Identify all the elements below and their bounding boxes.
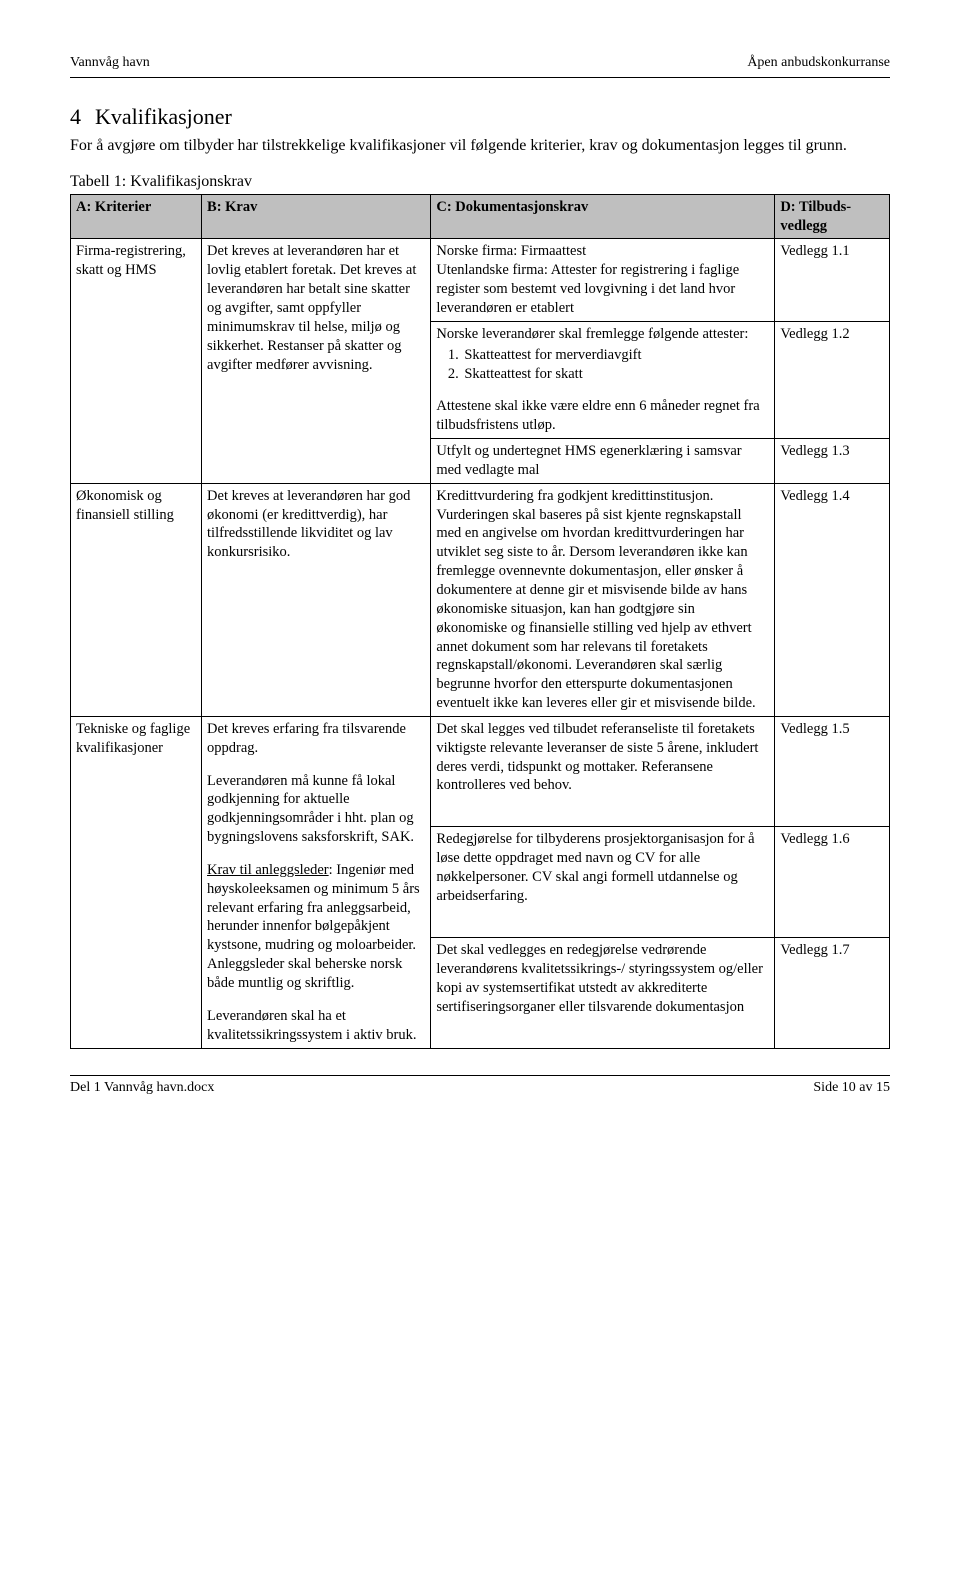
cell-d3-3: Vedlegg 1.7 xyxy=(775,937,890,1048)
b3-p1: Det kreves erfaring fra tilsvarende oppd… xyxy=(207,720,425,758)
b3-p2: Leverandøren må kunne få lokal godkjenni… xyxy=(207,772,425,847)
page-header: Vannvåg havn Åpen anbudskonkurranse xyxy=(70,55,890,71)
attest-item-2: Skatteattest for skatt xyxy=(462,365,769,384)
header-right: Åpen anbudskonkurranse xyxy=(747,55,890,71)
cell-d1-2: Vedlegg 1.2 xyxy=(775,321,890,438)
cell-d1-1: Vedlegg 1.1 xyxy=(775,239,890,321)
table-row: Økonomisk og finansiell stilling Det kre… xyxy=(71,483,890,716)
c1-2-intro: Norske leverandører skal fremlegge følge… xyxy=(436,326,748,342)
section-title: Kvalifikasjoner xyxy=(95,104,232,129)
attest-list: Skatteattest for merverdiavgift Skatteat… xyxy=(436,346,769,384)
cell-c1-2: Norske leverandører skal fremlegge følge… xyxy=(431,321,775,438)
cell-c3-2: Redegjørelse for tilbyderens prosjektorg… xyxy=(431,827,775,938)
cell-c1-3: Utfylt og undertegnet HMS egenerklæring … xyxy=(431,439,775,484)
cell-d3-2: Vedlegg 1.6 xyxy=(775,827,890,938)
intro-paragraph: For å avgjøre om tilbyder har tilstrekke… xyxy=(70,136,890,157)
section-number: 4 xyxy=(70,104,81,129)
col-header-b: B: Krav xyxy=(202,194,431,239)
cell-d3-1: Vedlegg 1.5 xyxy=(775,716,890,827)
cell-c3-3: Det skal vedlegges en redegjørelse vedrø… xyxy=(431,937,775,1048)
attest-item-1: Skatteattest for merverdiavgift xyxy=(462,346,769,365)
footer-right: Side 10 av 15 xyxy=(813,1080,890,1096)
cell-a1: Firma-registrering, skatt og HMS xyxy=(71,239,202,483)
document-page: Vannvåg havn Åpen anbudskonkurranse 4 Kva… xyxy=(0,0,960,1136)
col-header-a: A: Kriterier xyxy=(71,194,202,239)
footer-rule xyxy=(70,1075,890,1076)
page-footer: Del 1 Vannvåg havn.docx Side 10 av 15 xyxy=(70,1080,890,1096)
cell-b2: Det kreves at leverandøren har god økono… xyxy=(202,483,431,716)
c1-2-post: Attestene skal ikke være eldre enn 6 mån… xyxy=(436,397,769,435)
cell-a2: Økonomisk og finansiell stilling xyxy=(71,483,202,716)
table-row: Firma-registrering, skatt og HMS Det kre… xyxy=(71,239,890,321)
cell-b3: Det kreves erfaring fra tilsvarende oppd… xyxy=(202,716,431,1048)
b3-p3-rest: : Ingeniør med høyskoleeksamen og minimu… xyxy=(207,862,420,991)
section-heading: 4 Kvalifikasjoner xyxy=(70,104,890,130)
cell-d1-3: Vedlegg 1.3 xyxy=(775,439,890,484)
footer-left: Del 1 Vannvåg havn.docx xyxy=(70,1080,214,1096)
b3-p3-label: Krav til anleggsleder xyxy=(207,862,329,878)
cell-d2: Vedlegg 1.4 xyxy=(775,483,890,716)
header-rule xyxy=(70,77,890,78)
cell-a3: Tekniske og faglige kvalifikasjoner xyxy=(71,716,202,1048)
cell-b1: Det kreves at leverandøren har et lovlig… xyxy=(202,239,431,483)
table-header-row: A: Kriterier B: Krav C: Dokumentasjonskr… xyxy=(71,194,890,239)
col-header-c: C: Dokumentasjonskrav xyxy=(431,194,775,239)
b3-p4: Leverandøren skal ha et kvalitetssikring… xyxy=(207,1007,425,1045)
cell-c3-1: Det skal legges ved tilbudet referanseli… xyxy=(431,716,775,827)
col-header-d: D: Tilbuds-vedlegg xyxy=(775,194,890,239)
header-left: Vannvåg havn xyxy=(70,55,150,71)
b3-p3: Krav til anleggsleder: Ingeniør med høys… xyxy=(207,861,425,993)
cell-c1-1: Norske firma: Firmaattest Utenlandske fi… xyxy=(431,239,775,321)
table-caption: Tabell 1: Kvalifikasjonskrav xyxy=(70,173,890,191)
cell-c2: Kredittvurdering fra godkjent kredittins… xyxy=(431,483,775,716)
table-row: Tekniske og faglige kvalifikasjoner Det … xyxy=(71,716,890,827)
qualifications-table: A: Kriterier B: Krav C: Dokumentasjonskr… xyxy=(70,194,890,1049)
